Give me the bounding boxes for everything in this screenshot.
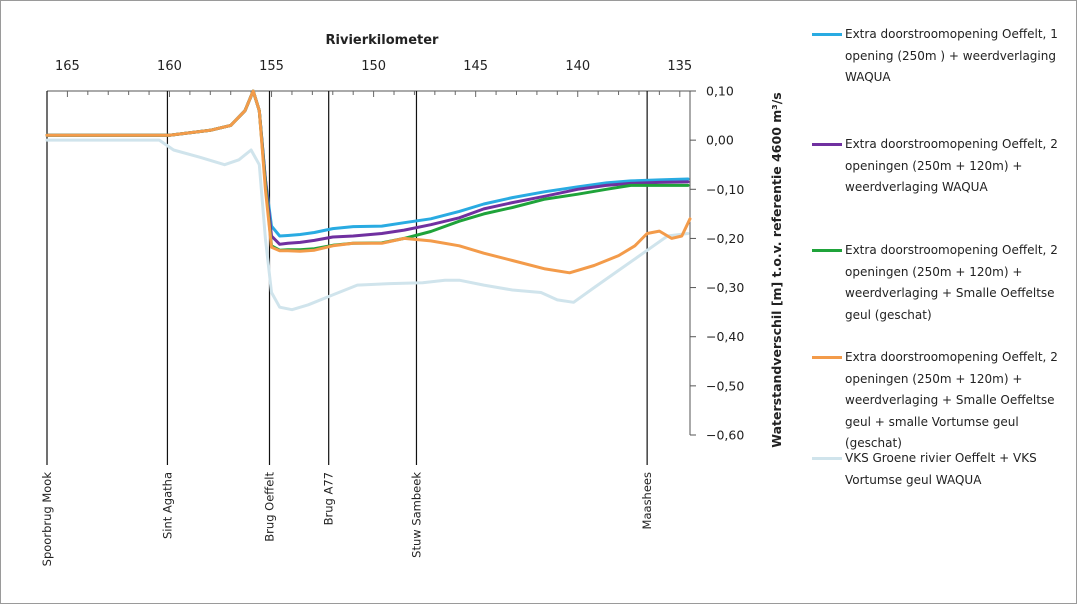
legend-label: Extra doorstroomopening Oeffelt, 1 openi… [845, 27, 1058, 84]
legend-swatch [812, 33, 842, 36]
y-tick-label: −0,20 [706, 231, 744, 246]
y-tick-label: −0,40 [706, 329, 744, 344]
landmark-label: Brug Oeffelt [262, 472, 276, 542]
legend-label: Extra doorstroomopening Oeffelt, 2 openi… [845, 350, 1058, 450]
legend-swatch [812, 457, 842, 460]
series-line [45, 89, 690, 238]
y-tick-label: −0,60 [706, 428, 744, 443]
legend-swatch [812, 249, 842, 252]
x-tick-label: 155 [259, 59, 284, 74]
series-line [45, 89, 692, 275]
y-tick-label: −0,10 [706, 182, 744, 197]
legend-swatch [812, 356, 842, 359]
y-tick-label: 0,00 [706, 133, 734, 148]
legend-label: Extra doorstroomopening Oeffelt, 2 openi… [845, 243, 1058, 322]
y-tick-label: −0,30 [706, 280, 744, 295]
legend-swatch [812, 143, 842, 146]
x-tick-label: 165 [55, 59, 80, 74]
series-line [45, 138, 690, 312]
axes: 165 160 155 150 145 140 135 0,10 0,00 −0,10 −0,20 −… [46, 59, 744, 443]
x-tick-label: 140 [565, 59, 590, 74]
x-tick-label: 150 [361, 59, 386, 74]
x-tick-label: 135 [667, 59, 692, 74]
series-lines [45, 89, 692, 312]
landmark-label: Sint Agatha [160, 472, 174, 539]
landmarks: Spoorbrug Mook Sint Agatha Brug Oeffelt Bru… [40, 91, 654, 566]
landmark-label: Spoorbrug Mook [40, 472, 54, 567]
x-tick-label: 145 [463, 59, 488, 74]
x-tick-label: 160 [157, 59, 182, 74]
x-axis-title: Rivierkilometer [326, 33, 440, 48]
landmark-label: Stuw Sambeek [409, 472, 423, 558]
y-tick-label: −0,50 [706, 378, 744, 393]
landmark-label: Brug A77 [322, 472, 336, 525]
landmark-label: Maashees [640, 472, 654, 529]
legend-label: Extra doorstroomopening Oeffelt, 2 openi… [845, 137, 1058, 194]
legend-label: VKS Groene rivier Oeffelt + VKS Vortumse… [845, 451, 1037, 487]
y-tick-label: 0,10 [706, 84, 734, 99]
series-line [45, 89, 690, 246]
y-axis-title: Waterstandverschil [m] t.o.v. referentie… [769, 92, 784, 447]
